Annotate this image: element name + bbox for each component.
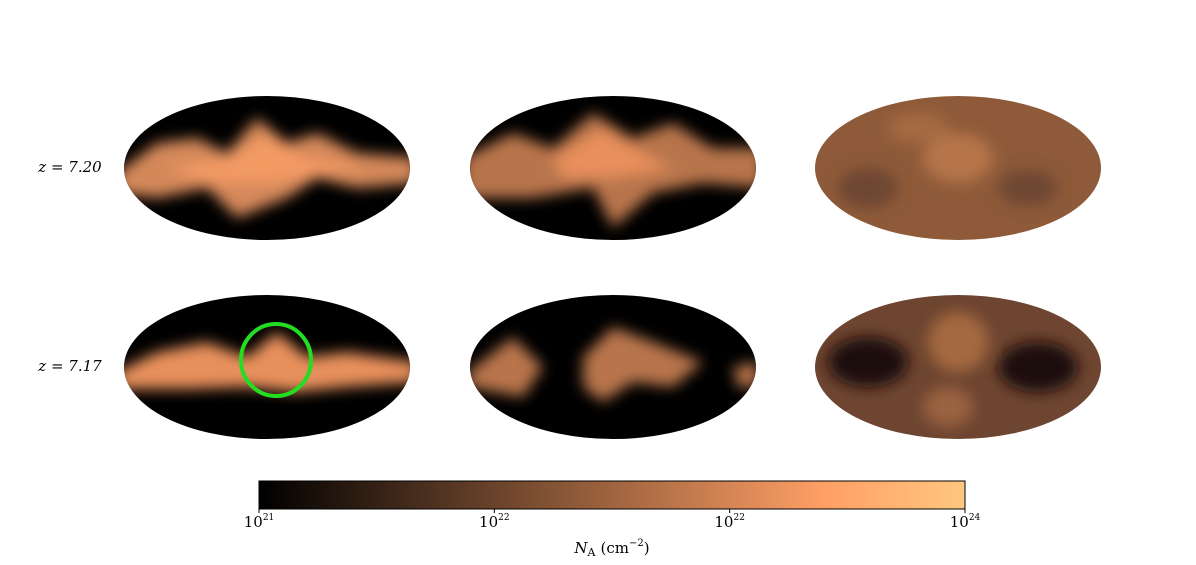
label-unit: (cm: [600, 539, 628, 557]
row-label: z = 7.17: [37, 357, 102, 375]
tick-label: 1022: [714, 513, 745, 532]
label-sub: A: [587, 546, 597, 559]
highlight-circle: [239, 322, 313, 398]
tick-base: 10: [714, 513, 733, 531]
tick-base: 10: [479, 513, 498, 531]
tick-base: 10: [244, 513, 263, 531]
sky-map: [470, 295, 756, 439]
label-sup: −2: [629, 538, 644, 549]
tick-label: 1024: [950, 513, 981, 532]
colorbar-ticks: 1021 1022 1022 1024: [244, 509, 981, 531]
tick-exp: 22: [733, 513, 744, 523]
colorbar-label: NA (cm−2): [573, 538, 649, 560]
row-label: z = 7.20: [37, 158, 102, 176]
tick-label: 1022: [479, 513, 510, 532]
label-close: ): [644, 539, 650, 557]
tick-base: 10: [950, 513, 969, 531]
sky-map: [124, 96, 410, 240]
colorbar: [258, 480, 966, 510]
tick-exp: 24: [969, 513, 981, 523]
tick-exp: 21: [263, 513, 274, 523]
tick-label: 1021: [244, 513, 275, 532]
sky-map: [470, 96, 756, 240]
sky-map: [815, 96, 1101, 240]
sky-map: [124, 295, 410, 439]
tick-exp: 22: [498, 513, 509, 523]
label-symbol: N: [573, 539, 588, 557]
sky-map: [815, 295, 1101, 439]
